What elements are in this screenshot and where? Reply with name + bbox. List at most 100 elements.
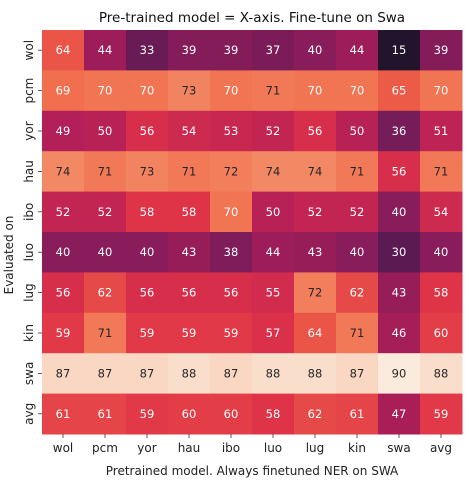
cell-value-label: 56 [56, 286, 71, 300]
heatmap-cell [420, 30, 463, 71]
heatmap-cell [210, 232, 253, 273]
cell-value-label: 61 [350, 407, 365, 421]
cell-value-label: 50 [266, 205, 281, 219]
heatmap-cell [336, 272, 379, 314]
x-tick-label: swa [387, 441, 410, 455]
cell-value-label: 70 [224, 205, 239, 219]
cell-value-label: 70 [350, 84, 365, 98]
cell-value-label: 39 [224, 43, 239, 57]
heatmap-cell [168, 70, 211, 112]
heatmap-cell [252, 393, 295, 435]
cell-value-label: 58 [140, 205, 155, 219]
x-tick-label: avg [430, 441, 452, 455]
heatmap-cell [126, 110, 169, 152]
heatmap-cell [294, 393, 337, 435]
cell-value-label: 73 [140, 164, 155, 178]
heatmap-cell [420, 312, 463, 354]
heatmap-cell [378, 312, 421, 354]
heatmap-cell [378, 151, 421, 193]
heatmap-cell [378, 272, 421, 314]
x-tick-label: lug [306, 441, 325, 455]
cell-value-label: 54 [182, 124, 197, 138]
cell-value-label: 47 [392, 407, 407, 421]
cell-value-label: 44 [98, 43, 113, 57]
cell-value-label: 52 [98, 205, 113, 219]
cell-value-label: 59 [140, 407, 155, 421]
cell-value-label: 71 [350, 164, 365, 178]
heatmap-cell [168, 312, 211, 354]
cell-value-label: 71 [98, 326, 113, 340]
heatmap-cell [42, 30, 85, 71]
heatmap-cell [336, 232, 379, 273]
cell-value-label: 71 [434, 164, 449, 178]
cell-value-label: 56 [308, 124, 323, 138]
heatmap-cell [420, 353, 463, 395]
cell-value-label: 90 [392, 366, 407, 380]
heatmap-cell [42, 393, 85, 435]
heatmap-cell [252, 30, 295, 71]
cell-value-label: 40 [350, 245, 365, 259]
cell-value-label: 74 [266, 164, 281, 178]
heatmap-cell [336, 110, 379, 152]
cell-value-label: 56 [182, 286, 197, 300]
cell-value-label: 40 [308, 43, 323, 57]
y-tick-label: swa [22, 362, 36, 385]
heatmap-cell [336, 191, 379, 233]
cell-value-label: 70 [308, 84, 323, 98]
y-tick-label: luo [22, 243, 36, 261]
cell-value-label: 62 [98, 286, 113, 300]
heatmap-cell [210, 191, 253, 233]
cell-value-label: 56 [140, 124, 155, 138]
heatmap-cell [378, 30, 421, 71]
heatmap-cell [126, 70, 169, 112]
cell-value-label: 73 [182, 84, 197, 98]
heatmap-cell [42, 272, 85, 314]
heatmap-cell [126, 393, 169, 435]
cell-value-label: 15 [392, 43, 407, 57]
heatmap-cell [294, 30, 337, 71]
heatmap-cell [420, 70, 463, 112]
heatmap-cell [168, 191, 211, 233]
heatmap-cell [84, 151, 127, 193]
y-axis-label: Evaluated on [2, 216, 16, 295]
cell-value-label: 65 [392, 84, 407, 98]
heatmap-cell [294, 353, 337, 395]
cell-value-label: 59 [182, 326, 197, 340]
cell-value-label: 87 [56, 366, 71, 380]
heatmap-cell [84, 191, 127, 233]
cell-value-label: 59 [434, 407, 449, 421]
heatmap-cell [294, 151, 337, 193]
cell-value-label: 58 [434, 286, 449, 300]
cell-value-label: 40 [56, 245, 71, 259]
cell-value-label: 70 [98, 84, 113, 98]
cell-value-label: 70 [434, 84, 449, 98]
heatmap-cell [126, 312, 169, 354]
y-tick-label: avg [22, 403, 36, 425]
cell-value-label: 43 [392, 286, 407, 300]
cell-value-label: 72 [224, 164, 239, 178]
cell-value-label: 50 [98, 124, 113, 138]
cell-value-label: 39 [434, 43, 449, 57]
heatmap-cell [378, 191, 421, 233]
heatmap-cell [294, 191, 337, 233]
cell-value-label: 52 [56, 205, 71, 219]
heatmap-cell [420, 110, 463, 152]
heatmap-cell [294, 312, 337, 354]
cell-value-label: 52 [266, 124, 281, 138]
heatmap-cell [420, 393, 463, 435]
y-tick-label: hau [22, 160, 36, 183]
heatmap-cell [168, 393, 211, 435]
heatmap-cell [42, 232, 85, 273]
heatmap-cell [84, 393, 127, 435]
cell-value-label: 49 [56, 124, 71, 138]
cell-value-label: 52 [308, 205, 323, 219]
heatmap-cell [168, 30, 211, 71]
x-tick-label: hau [178, 441, 201, 455]
y-tick-label: pcm [22, 78, 36, 104]
cell-value-label: 56 [224, 286, 239, 300]
y-tick-label: yor [22, 121, 36, 140]
cell-value-label: 88 [434, 366, 449, 380]
cell-value-label: 60 [182, 407, 197, 421]
cell-value-label: 40 [98, 245, 113, 259]
